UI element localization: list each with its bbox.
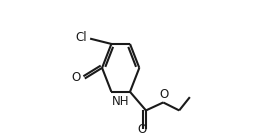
Text: Cl: Cl: [76, 31, 87, 44]
Text: NH: NH: [112, 95, 129, 108]
Text: O: O: [137, 123, 147, 136]
Text: O: O: [72, 71, 81, 84]
Text: O: O: [159, 88, 168, 101]
